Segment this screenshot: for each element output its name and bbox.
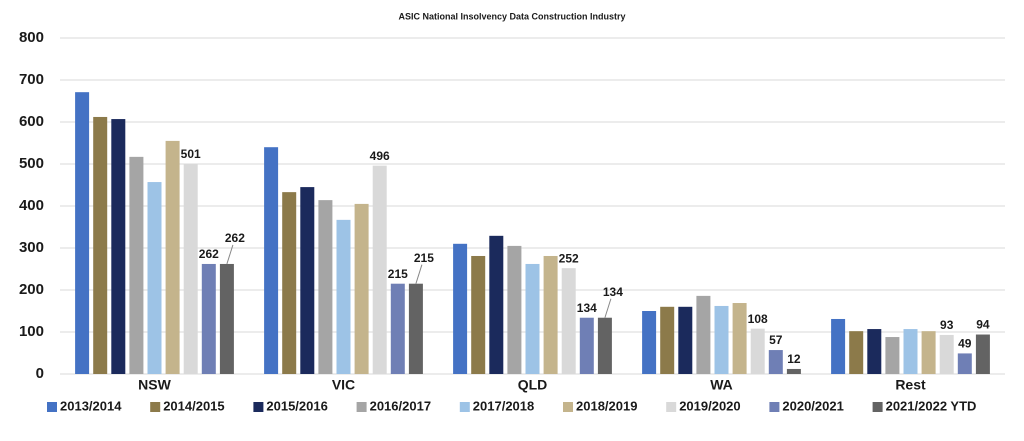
bar — [975, 334, 990, 374]
y-tick-label: 200 — [19, 281, 44, 298]
bar — [561, 268, 576, 374]
bar — [390, 283, 405, 374]
legend-swatch — [150, 402, 161, 412]
x-tick-label: QLD — [518, 377, 548, 393]
x-tick-label: WA — [710, 377, 733, 393]
data-label: 501 — [181, 147, 201, 161]
bar — [147, 182, 162, 374]
bar — [750, 328, 765, 374]
bar — [768, 350, 783, 374]
data-label: 134 — [603, 285, 623, 299]
legend-swatch — [769, 402, 780, 412]
data-label: 93 — [940, 318, 954, 332]
data-label: 12 — [787, 352, 801, 366]
bar — [732, 303, 747, 374]
y-tick-label: 600 — [19, 113, 44, 130]
bar — [831, 318, 846, 374]
data-label: 496 — [370, 149, 390, 163]
y-tick-label: 100 — [19, 323, 44, 340]
bar — [885, 337, 900, 374]
x-tick-label: Rest — [895, 377, 926, 393]
legend-label: 2015/2016 — [266, 398, 327, 413]
legend-swatch — [253, 402, 264, 412]
y-tick-label: 300 — [19, 239, 44, 256]
bar — [489, 235, 504, 374]
bar — [939, 334, 954, 374]
bar — [543, 255, 558, 374]
bar — [921, 331, 936, 374]
data-label: 49 — [958, 337, 972, 351]
x-tick-label: NSW — [138, 377, 171, 393]
data-label: 108 — [748, 312, 768, 326]
bar — [93, 116, 108, 375]
data-label: 252 — [559, 251, 579, 265]
data-label: 57 — [769, 333, 783, 347]
bar — [525, 263, 540, 374]
leader-line — [604, 298, 612, 318]
legend-swatch — [563, 402, 573, 412]
bar — [597, 317, 612, 374]
bar — [408, 283, 423, 374]
bar — [849, 331, 864, 374]
y-tick-label: 800 — [19, 29, 44, 46]
bar — [282, 192, 297, 374]
data-label: 215 — [388, 267, 408, 281]
bar — [75, 92, 90, 375]
legend-label: 2016/2017 — [370, 398, 431, 413]
legend-label: 2021/2022 YTD — [886, 398, 977, 413]
bar — [183, 163, 198, 374]
legend-label: 2020/2021 — [782, 398, 843, 413]
leader-line — [415, 264, 423, 284]
bar — [165, 140, 180, 374]
data-label: 262 — [199, 247, 219, 261]
bar — [579, 317, 594, 374]
bar — [219, 263, 234, 374]
bar — [867, 329, 882, 374]
bar — [453, 243, 468, 374]
bar — [642, 311, 657, 374]
legend-swatch — [47, 402, 57, 412]
chart-title: ASIC National Insolvency Data Constructi… — [398, 11, 625, 21]
bar — [696, 295, 711, 374]
bar — [678, 306, 693, 374]
bar — [264, 147, 279, 374]
bar — [903, 329, 918, 374]
bar — [300, 187, 315, 374]
data-label: 134 — [577, 301, 597, 315]
bar — [129, 156, 144, 374]
legend-swatch — [872, 402, 883, 412]
y-tick-label: 0 — [36, 365, 44, 382]
leader-line — [226, 244, 234, 265]
bar — [111, 119, 126, 374]
bar — [354, 203, 369, 374]
legend-label: 2019/2020 — [679, 398, 740, 413]
bar — [372, 165, 387, 374]
legend-label: 2018/2019 — [576, 398, 637, 413]
x-tick-label: VIC — [332, 377, 355, 393]
legend-label: 2014/2015 — [163, 398, 224, 413]
bar — [957, 353, 972, 374]
bar — [660, 306, 675, 374]
data-label: 215 — [414, 251, 434, 265]
legend-label: 2013/2014 — [60, 398, 122, 413]
legend-label: 2017/2018 — [473, 398, 534, 413]
data-label: 262 — [225, 231, 245, 245]
bar — [336, 219, 351, 374]
bar — [714, 305, 729, 374]
legend-swatch — [666, 402, 677, 412]
legend-swatch — [459, 402, 470, 412]
bar — [507, 245, 522, 374]
legend-swatch — [356, 402, 367, 412]
bar — [471, 255, 486, 374]
bar — [786, 368, 801, 374]
y-tick-label: 500 — [19, 155, 44, 172]
y-tick-label: 700 — [19, 71, 44, 88]
bar — [201, 263, 216, 374]
bar — [318, 200, 333, 374]
y-tick-label: 400 — [19, 197, 44, 214]
data-label: 94 — [976, 318, 990, 332]
